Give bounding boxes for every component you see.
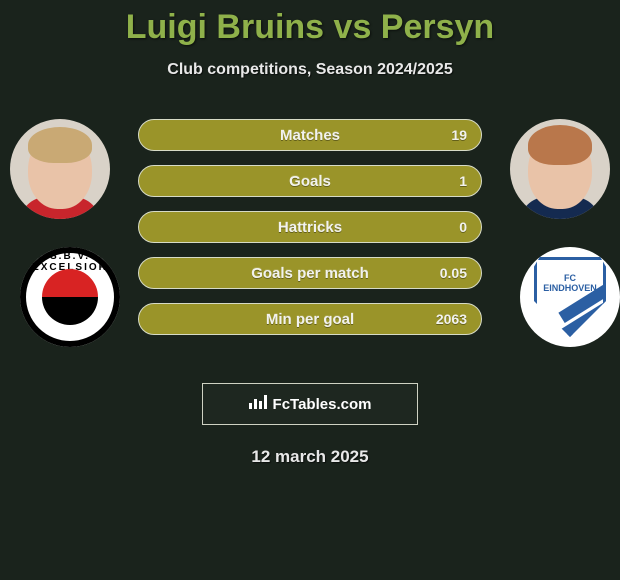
stat-label: Hattricks [139,212,481,242]
stat-b-value: 1 [459,166,467,196]
stat-label: Goals [139,166,481,196]
stat-label: Min per goal [139,304,481,334]
player-b-avatar [510,119,610,219]
date-text: 12 march 2025 [0,447,620,467]
stat-row-matches: Matches 19 [138,119,482,151]
player-a-face-icon [10,119,110,219]
stat-row-hattricks: Hattricks 0 [138,211,482,243]
bars-icon [249,395,267,414]
stat-bars: Matches 19 Goals 1 Hattricks 0 Goals per… [138,119,482,349]
stat-b-value: 0 [459,212,467,242]
stat-row-goals-per-match: Goals per match 0.05 [138,257,482,289]
stat-row-min-per-goal: Min per goal 2063 [138,303,482,335]
stat-label: Matches [139,120,481,150]
player-b-club-badge: FC EINDHOVEN [520,247,620,347]
header: Luigi Bruins vs Persyn Club competitions… [0,0,620,79]
comparison-panel: S.B.V. EXCELSIOR FC EINDHOVEN Matches 19… [0,119,620,359]
page-title: Luigi Bruins vs Persyn [0,8,620,47]
excelsior-badge-icon: S.B.V. EXCELSIOR [20,247,120,347]
player-b-face-icon [510,119,610,219]
page-subtitle: Club competitions, Season 2024/2025 [0,61,620,79]
watermark: FcTables.com [202,383,418,425]
eindhoven-badge-icon: FC EINDHOVEN [520,247,620,347]
player-a-avatar [10,119,110,219]
stat-label: Goals per match [139,258,481,288]
stat-b-value: 0.05 [440,258,467,288]
stat-b-value: 19 [451,120,467,150]
stat-row-goals: Goals 1 [138,165,482,197]
stat-b-value: 2063 [436,304,467,334]
player-a-club-badge: S.B.V. EXCELSIOR [20,247,120,347]
watermark-text: FcTables.com [273,396,372,413]
